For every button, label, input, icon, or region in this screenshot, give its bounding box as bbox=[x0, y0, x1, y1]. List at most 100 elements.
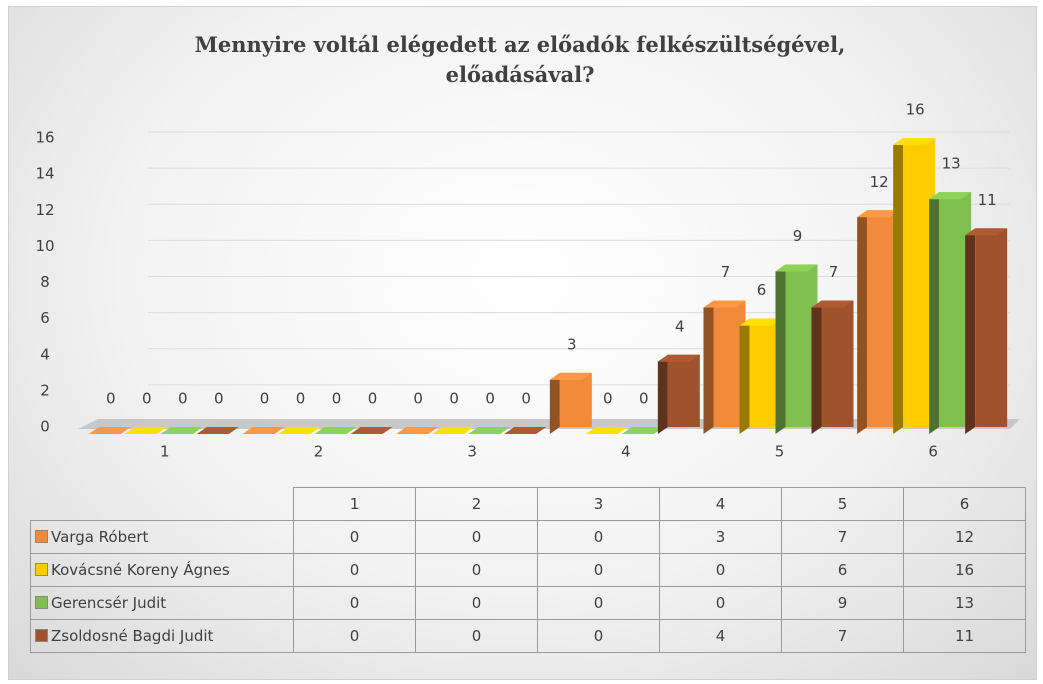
y-tick-label: 12 bbox=[35, 201, 54, 219]
bar-top bbox=[432, 427, 475, 434]
table-row: Varga Róbert 0 0 0 3 7 12 bbox=[30, 520, 1026, 554]
table-cell: 0 bbox=[415, 586, 538, 620]
table-series-cell: Varga Róbert bbox=[30, 520, 294, 554]
data-label: 0 bbox=[214, 390, 224, 408]
legend-swatch bbox=[35, 596, 48, 609]
data-label: 0 bbox=[332, 390, 342, 408]
table-cell: 0 bbox=[659, 553, 782, 587]
table-cell: 0 bbox=[415, 520, 538, 554]
bar-side bbox=[857, 210, 868, 434]
bar-side bbox=[965, 228, 976, 434]
table-header-cell: 2 bbox=[415, 487, 538, 521]
legend-swatch bbox=[35, 530, 48, 543]
bar-top bbox=[549, 372, 592, 380]
data-label: 12 bbox=[870, 173, 889, 191]
legend-swatch bbox=[35, 563, 48, 576]
y-tick-label: 10 bbox=[35, 237, 54, 255]
data-label: 0 bbox=[142, 390, 152, 408]
bar-top bbox=[965, 228, 1008, 236]
bar-top bbox=[314, 427, 357, 434]
bar-top bbox=[703, 300, 746, 308]
bar-top bbox=[278, 427, 321, 434]
table-row: Gerencsér Judit 0 0 0 0 9 13 bbox=[30, 586, 1026, 620]
legend-label: Varga Róbert bbox=[51, 528, 149, 546]
table-row: Kovácsné Koreny Ágnes 0 0 0 0 6 16 bbox=[30, 553, 1026, 587]
table-header-cell: 4 bbox=[659, 487, 782, 521]
table-cell: 11 bbox=[903, 619, 1026, 653]
data-label: 11 bbox=[978, 191, 997, 209]
data-label: 0 bbox=[106, 390, 116, 408]
bar-side bbox=[739, 318, 750, 434]
table-header-cell: 5 bbox=[781, 487, 904, 521]
y-tick-label: 6 bbox=[40, 309, 50, 327]
bar-top bbox=[857, 210, 900, 218]
x-tick-label: 1 bbox=[160, 443, 170, 461]
bar-side bbox=[657, 354, 668, 434]
bar-top bbox=[775, 264, 818, 272]
chart-title: Mennyire voltál elégedett az előadók fel… bbox=[194, 32, 846, 87]
y-tick-label: 8 bbox=[40, 273, 50, 291]
x-tick-label: 5 bbox=[775, 443, 785, 461]
table-cell: 7 bbox=[781, 619, 904, 653]
data-label: 7 bbox=[829, 263, 839, 281]
table-cell: 7 bbox=[781, 520, 904, 554]
y-tick-label: 14 bbox=[35, 165, 54, 183]
table-cell: 16 bbox=[903, 553, 1026, 587]
table-series-cell: Zsoldosné Bagdi Judit bbox=[30, 619, 294, 653]
bar bbox=[667, 354, 700, 427]
data-label: 0 bbox=[413, 390, 423, 408]
bar-side bbox=[775, 264, 786, 434]
y-tick-label: 16 bbox=[35, 129, 54, 147]
bar-side bbox=[893, 138, 904, 434]
table-cell: 12 bbox=[903, 520, 1026, 554]
legend-label: Kovácsné Koreny Ágnes bbox=[51, 561, 230, 579]
data-table: 1 2 3 4 5 6 Varga Róbert 0 0 0 3 7 12 Kovácsné Koreny… bbox=[30, 487, 1026, 653]
table-series-cell: Gerencsér Judit bbox=[30, 586, 294, 620]
bar-side bbox=[703, 300, 714, 434]
table-cell: 0 bbox=[293, 520, 416, 554]
table-cell: 4 bbox=[659, 619, 782, 653]
bar-top bbox=[468, 427, 511, 434]
data-label: 0 bbox=[296, 390, 306, 408]
table-header-cell: 1 bbox=[293, 487, 416, 521]
table-series-cell: Kovácsné Koreny Ágnes bbox=[30, 553, 294, 587]
bar-top bbox=[621, 427, 664, 434]
bar-side bbox=[549, 372, 560, 434]
bar-top bbox=[350, 427, 393, 434]
data-label: 0 bbox=[368, 390, 378, 408]
data-label: 3 bbox=[567, 335, 577, 353]
data-label: 0 bbox=[521, 390, 531, 408]
table-cell: 0 bbox=[293, 619, 416, 653]
legend-label: Gerencsér Judit bbox=[51, 594, 167, 612]
bar bbox=[821, 300, 854, 427]
data-label: 13 bbox=[942, 155, 961, 173]
table-header-cell: 6 bbox=[903, 487, 1026, 521]
table-cell: 3 bbox=[659, 520, 782, 554]
data-label: 9 bbox=[793, 227, 803, 245]
y-tick-label: 4 bbox=[40, 345, 50, 363]
data-label: 0 bbox=[260, 390, 270, 408]
bar-top bbox=[242, 427, 285, 434]
bar-top bbox=[504, 427, 547, 434]
bar-top bbox=[657, 354, 700, 362]
bar-top bbox=[893, 138, 936, 145]
x-tick-label: 2 bbox=[314, 443, 324, 461]
bar-side bbox=[811, 300, 822, 434]
data-label: 0 bbox=[603, 390, 613, 408]
table-cell: 0 bbox=[659, 586, 782, 620]
table-cell: 0 bbox=[293, 586, 416, 620]
table-cell: 0 bbox=[293, 553, 416, 587]
data-label: 0 bbox=[485, 390, 495, 408]
bar-top bbox=[739, 318, 782, 326]
x-tick-label: 6 bbox=[928, 443, 938, 461]
table-cell: 0 bbox=[415, 553, 538, 587]
y-tick-label: 0 bbox=[40, 418, 50, 436]
table-corner bbox=[30, 487, 294, 521]
data-label: 7 bbox=[721, 263, 731, 281]
bar-top bbox=[929, 192, 972, 200]
data-label: 16 bbox=[906, 101, 925, 119]
data-label: 0 bbox=[449, 390, 459, 408]
data-label: 0 bbox=[178, 390, 188, 408]
